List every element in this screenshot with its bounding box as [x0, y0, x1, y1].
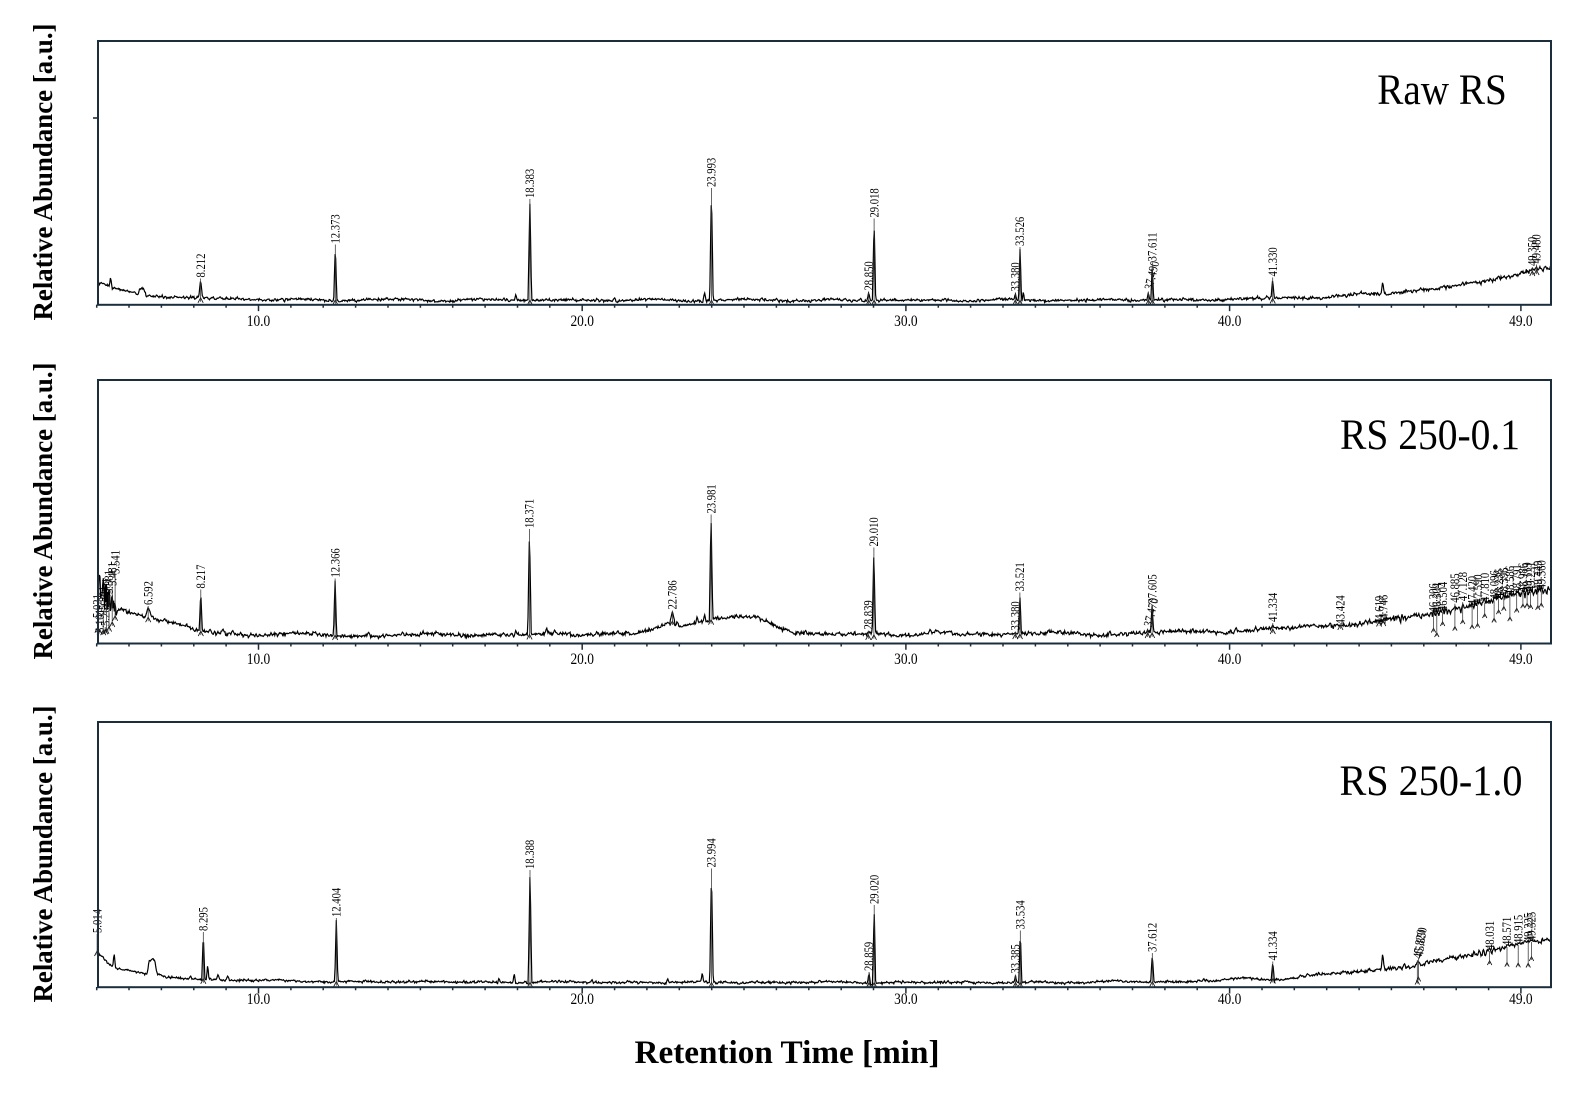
svg-text:37.611: 37.611 — [1145, 232, 1160, 261]
svg-text:41.330: 41.330 — [1265, 247, 1280, 276]
svg-text:49.350: 49.350 — [1525, 237, 1540, 266]
svg-text:33.385: 33.385 — [1008, 944, 1023, 973]
svg-text:49.480: 49.480 — [1529, 234, 1544, 263]
svg-text:5.541: 5.541 — [107, 550, 122, 574]
svg-text:RS 250-1.0: RS 250-1.0 — [1340, 758, 1523, 805]
svg-text:49.0: 49.0 — [1509, 313, 1533, 330]
svg-text:44.619: 44.619 — [1371, 596, 1386, 625]
svg-text:5.481: 5.481 — [104, 562, 119, 586]
svg-text:5.014: 5.014 — [89, 909, 104, 933]
svg-text:46.304: 46.304 — [1429, 582, 1444, 612]
svg-text:43.424: 43.424 — [1333, 595, 1348, 625]
svg-text:33.380: 33.380 — [1008, 262, 1023, 291]
svg-text:29.010: 29.010 — [866, 517, 881, 546]
svg-text:8.212: 8.212 — [193, 254, 208, 278]
svg-text:33.380: 33.380 — [1008, 601, 1023, 630]
svg-text:40.0: 40.0 — [1218, 313, 1242, 330]
svg-text:18.388: 18.388 — [522, 840, 537, 869]
svg-text:40.0: 40.0 — [1218, 991, 1242, 1008]
svg-text:29.020: 29.020 — [866, 875, 881, 904]
svg-text:Relative Abundance [a.u.]: Relative Abundance [a.u.] — [28, 706, 58, 1003]
svg-text:46.885: 46.885 — [1447, 574, 1462, 603]
svg-text:49.560: 49.560 — [1534, 560, 1549, 589]
svg-text:47.420: 47.420 — [1464, 576, 1479, 605]
svg-text:37.605: 37.605 — [1144, 574, 1159, 603]
svg-text:46.206: 46.206 — [1426, 583, 1441, 613]
svg-text:48.915: 48.915 — [1510, 915, 1525, 944]
svg-text:30.0: 30.0 — [894, 313, 918, 330]
svg-text:10.0: 10.0 — [247, 651, 271, 668]
svg-text:49.449: 49.449 — [1530, 561, 1545, 590]
svg-text:RS 250-0.1: RS 250-0.1 — [1340, 412, 1520, 459]
svg-text:37.470: 37.470 — [1140, 596, 1161, 628]
svg-text:45.850: 45.850 — [1411, 926, 1430, 957]
svg-text:47.590: 47.590 — [1470, 575, 1485, 604]
svg-text:48.236: 48.236 — [1491, 569, 1506, 599]
svg-text:49.0: 49.0 — [1509, 991, 1533, 1008]
svg-text:41.334: 41.334 — [1265, 592, 1280, 622]
svg-text:30.0: 30.0 — [894, 991, 918, 1008]
svg-text:Relative Abundance [a.u.]: Relative Abundance [a.u.] — [28, 24, 58, 321]
svg-text:40.0: 40.0 — [1218, 651, 1242, 668]
svg-text:49.119: 49.119 — [1519, 562, 1534, 591]
svg-text:49.0: 49.0 — [1509, 651, 1533, 668]
svg-text:23.993: 23.993 — [704, 158, 719, 187]
svg-text:Retention Time [min]: Retention Time [min] — [635, 1035, 940, 1071]
svg-text:29.018: 29.018 — [866, 188, 881, 217]
svg-text:23.994: 23.994 — [704, 838, 719, 868]
svg-text:8.217: 8.217 — [193, 564, 208, 588]
svg-text:44.746: 44.746 — [1375, 594, 1390, 624]
svg-text:49.231: 49.231 — [1523, 562, 1538, 591]
svg-text:12.404: 12.404 — [329, 887, 344, 917]
svg-text:18.383: 18.383 — [522, 169, 537, 198]
svg-text:28.850: 28.850 — [861, 261, 876, 290]
svg-text:20.0: 20.0 — [570, 313, 594, 330]
svg-text:Relative Abundance [a.u.]: Relative Abundance [a.u.] — [28, 363, 58, 660]
svg-text:45.820: 45.820 — [1410, 928, 1429, 959]
svg-text:28.859: 28.859 — [861, 942, 876, 971]
svg-text:48.586: 48.586 — [1502, 566, 1517, 596]
svg-text:33.534: 33.534 — [1013, 900, 1028, 930]
svg-text:37.490: 37.490 — [1141, 259, 1162, 291]
svg-text:47.810: 47.810 — [1477, 573, 1492, 602]
svg-text:30.0: 30.0 — [894, 651, 918, 668]
svg-text:12.366: 12.366 — [327, 548, 342, 578]
svg-text:48.986: 48.986 — [1515, 563, 1530, 593]
svg-text:8.295: 8.295 — [196, 907, 211, 931]
svg-text:49.225: 49.225 — [1520, 913, 1535, 942]
svg-text:48.571: 48.571 — [1499, 917, 1514, 946]
svg-text:48.396: 48.396 — [1496, 567, 1511, 597]
svg-text:33.521: 33.521 — [1012, 562, 1027, 591]
svg-text:Raw RS: Raw RS — [1377, 67, 1507, 114]
svg-text:10.0: 10.0 — [247, 313, 271, 330]
svg-text:6.592: 6.592 — [140, 581, 155, 605]
svg-text:22.786: 22.786 — [665, 580, 680, 610]
svg-text:48.096: 48.096 — [1486, 570, 1501, 600]
svg-text:47.128: 47.128 — [1455, 572, 1470, 601]
svg-text:46.504: 46.504 — [1435, 581, 1450, 611]
svg-text:23.981: 23.981 — [703, 484, 718, 513]
svg-text:12.373: 12.373 — [328, 214, 343, 243]
svg-text:20.0: 20.0 — [570, 991, 594, 1008]
svg-text:37.612: 37.612 — [1145, 923, 1160, 952]
svg-text:28.839: 28.839 — [861, 600, 876, 629]
svg-text:20.0: 20.0 — [570, 651, 594, 668]
svg-text:48.791: 48.791 — [1509, 564, 1524, 593]
svg-text:41.334: 41.334 — [1265, 931, 1280, 961]
svg-text:5.301: 5.301 — [99, 578, 114, 602]
svg-text:10.0: 10.0 — [247, 991, 271, 1008]
svg-text:48.031: 48.031 — [1482, 921, 1497, 950]
svg-text:33.526: 33.526 — [1012, 216, 1027, 246]
svg-text:18.371: 18.371 — [522, 499, 537, 528]
svg-text:49.325: 49.325 — [1524, 912, 1539, 941]
